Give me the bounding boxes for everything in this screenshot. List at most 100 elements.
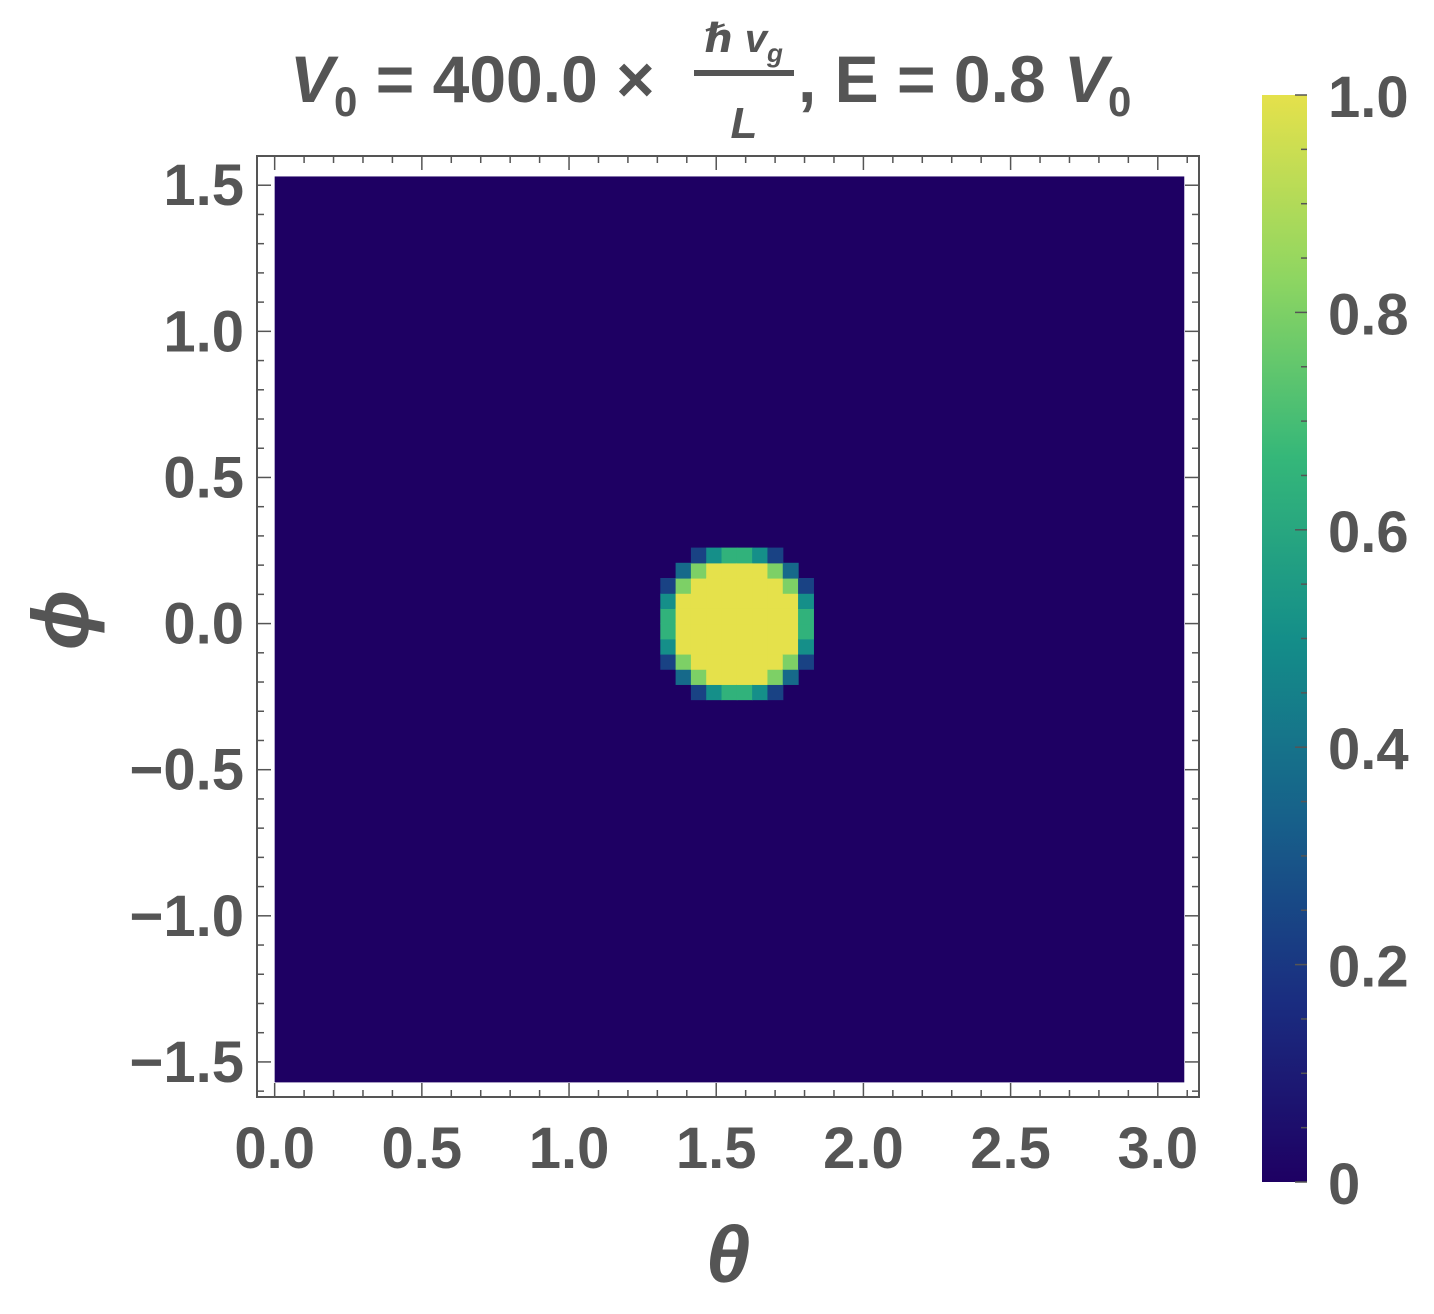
- heatmap-cell: [767, 547, 784, 564]
- colorbar-label: 0.8: [1328, 282, 1409, 347]
- heatmap-cell: [721, 623, 738, 640]
- y-tick-label: 1.5: [163, 153, 244, 218]
- heatmap-cell: [675, 608, 692, 625]
- colorbar-label: 1.0: [1328, 65, 1409, 130]
- heatmap-cell: [767, 638, 784, 655]
- heatmap-cell: [706, 577, 723, 594]
- heatmap-cell: [675, 638, 692, 655]
- heatmap-cell: [798, 593, 814, 609]
- heatmap-cell: [675, 653, 692, 670]
- x-tick-label: 3.0: [1117, 1116, 1198, 1181]
- heatmap-cell: [782, 562, 799, 579]
- heatmap-cell: [690, 608, 707, 625]
- heatmap-cell: [690, 623, 707, 640]
- x-tick-label: 0.5: [382, 1116, 463, 1181]
- heatmap-cell: [721, 577, 738, 594]
- heatmap-cell: [660, 593, 677, 609]
- heatmap-cell: [690, 684, 707, 701]
- heatmap-cell: [675, 562, 692, 579]
- heatmap-cell: [706, 562, 723, 579]
- title-v-sub: 0: [334, 78, 357, 125]
- heatmap-cell: [752, 653, 769, 670]
- title-v2: V: [1064, 42, 1113, 116]
- heatmap-cell: [767, 684, 784, 701]
- heatmap-cell: [721, 608, 738, 625]
- heatmap-cell: [736, 623, 753, 640]
- y-tick-label: 0.0: [163, 592, 244, 657]
- heatmap-cell: [675, 669, 692, 685]
- heatmap-cells: [660, 547, 814, 701]
- heatmap-cell: [736, 638, 753, 655]
- heatmap-cell: [752, 638, 769, 655]
- title-v2-sub: 0: [1108, 78, 1131, 125]
- heatmap-cell: [690, 669, 707, 685]
- heatmap-cell: [690, 547, 707, 564]
- heatmap-cell: [782, 669, 799, 685]
- heatmap-cell: [721, 684, 738, 701]
- heatmap-cell: [706, 547, 723, 564]
- title-l: L: [731, 99, 758, 148]
- chart-title: V0 = 400.0 × ℏ vg L , E = 0.8 V0: [290, 17, 1131, 148]
- heatmap-cell: [690, 562, 707, 579]
- heatmap-cell: [782, 593, 799, 609]
- heatmap-cell: [675, 623, 692, 640]
- y-tick-labels: 1.5 1.0 0.5 0.0 −0.5 −1.0 −1.5: [130, 153, 245, 1095]
- y-tick-label: −1.0: [130, 884, 245, 949]
- heatmap-cell: [690, 653, 707, 670]
- heatmap-cell: [752, 684, 769, 701]
- heatmap-cell: [782, 608, 799, 625]
- heatmap-cell: [798, 608, 814, 625]
- heatmap-cell: [660, 638, 677, 655]
- heatmap-cell: [690, 638, 707, 655]
- plot-area: 0.0 0.5 1.0 1.5 2.0 2.5 3.0 1.5 1.0 0.5 0.0 −0.5 −1…: [130, 153, 1200, 1181]
- colorbar-labels: 0 0.2 0.4 0.6 0.8 1.0: [1328, 65, 1409, 1217]
- x-tick-labels: 0.0 0.5 1.0 1.5 2.0 2.5 3.0: [234, 1116, 1198, 1181]
- title-fraction-bar: [694, 70, 794, 76]
- heatmap-cell: [660, 623, 677, 640]
- title-eq: = 400.0 ×: [357, 42, 654, 116]
- heatmap-cell: [798, 638, 814, 655]
- heatmap-cell: [782, 638, 799, 655]
- svg-text:V0 = 400.0 ×: V0 = 400.0 ×: [290, 42, 655, 125]
- heatmap-cell: [752, 593, 769, 609]
- colorbar-label: 0.4: [1328, 717, 1409, 782]
- heatmap-cell: [736, 577, 753, 594]
- heatmap-cell: [706, 684, 723, 701]
- heatmap-cell: [721, 653, 738, 670]
- title-v: V: [290, 42, 339, 116]
- x-tick-label: 2.5: [970, 1116, 1051, 1181]
- colorbar: 0 0.2 0.4 0.6 0.8 1.0: [1262, 65, 1409, 1217]
- heatmap-cell: [782, 623, 799, 640]
- heatmap-cell: [721, 593, 738, 609]
- plot-frame: [256, 155, 1200, 1098]
- heatmap-cell: [782, 577, 799, 594]
- heatmap-cell: [675, 577, 692, 594]
- heatmap-cell: [660, 653, 677, 670]
- x-tick-label: 2.0: [823, 1116, 904, 1181]
- heatmap-cell: [752, 562, 769, 579]
- heatmap-cell: [736, 669, 753, 685]
- heatmap-cell: [690, 577, 707, 594]
- heatmap-cell: [721, 669, 738, 685]
- heatmap-cell: [752, 623, 769, 640]
- heatmap-cell: [721, 547, 738, 564]
- heatmap-cell: [767, 562, 784, 579]
- svg-text:ℏ vg: ℏ vg: [705, 17, 783, 68]
- colorbar-label: 0: [1328, 1152, 1360, 1217]
- heatmap-cell: [767, 653, 784, 670]
- colorbar-gradient: [1262, 95, 1307, 1182]
- title-g-sub: g: [766, 38, 783, 68]
- heatmap-cell: [736, 684, 753, 701]
- heatmap-cell: [736, 593, 753, 609]
- heatmap-cell: [736, 653, 753, 670]
- heatmap-cell: [660, 577, 677, 594]
- heatmap-cell: [721, 562, 738, 579]
- heatmap-cell: [767, 577, 784, 594]
- title-energy: , E = 0.8: [798, 42, 1064, 116]
- heatmap-cell: [706, 608, 723, 625]
- heatmap-cell: [752, 547, 769, 564]
- heatmap-cell: [798, 623, 814, 640]
- x-axis-label: θ: [706, 1210, 751, 1299]
- heatmap-cell: [752, 577, 769, 594]
